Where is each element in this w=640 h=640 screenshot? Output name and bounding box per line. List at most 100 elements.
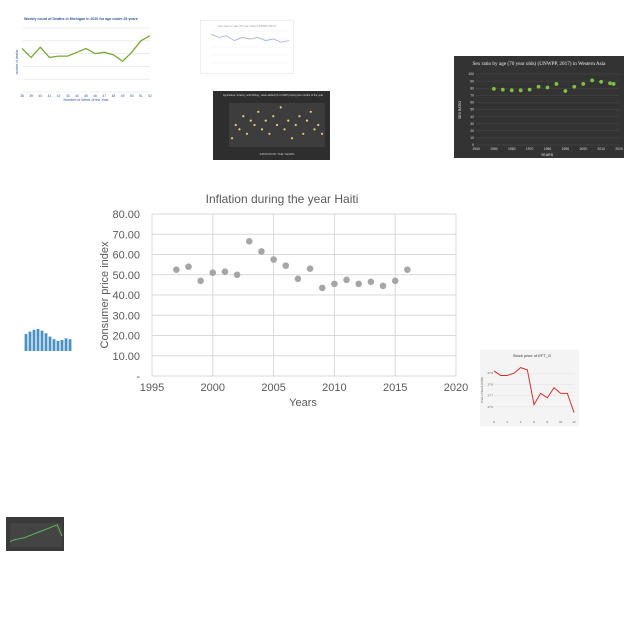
bar xyxy=(24,334,28,351)
y-tick-label: 30.00 xyxy=(112,310,140,322)
data-point xyxy=(581,82,586,86)
data-point xyxy=(298,115,301,118)
x-tick-label: 41 xyxy=(48,94,52,98)
thumb-stock-price-chart[interactable]: Stock price of EFT_G 27.6 27.7 27.8 27.9 0 2 4 6… xyxy=(480,350,579,426)
data-point xyxy=(320,132,324,135)
data-point xyxy=(527,87,532,92)
x-tick-label: 2 xyxy=(507,420,509,424)
thumb-title: Sex ratio by age (70 year olds) (UNWPP, … xyxy=(473,60,607,67)
data-point xyxy=(234,123,237,127)
x-tick-label: 42 xyxy=(57,94,61,98)
data-point xyxy=(221,268,229,276)
data-point xyxy=(367,278,375,286)
y-tick-label: 27.9 xyxy=(488,371,494,375)
data-point xyxy=(173,266,180,273)
x-tick-label: 1940 xyxy=(472,147,480,151)
y-tick-label: 70.00 xyxy=(112,229,140,241)
data-point xyxy=(257,110,260,113)
x-tick-label: 43 xyxy=(66,94,70,98)
y-tick-label: 10.00 xyxy=(112,351,140,363)
y-tick-label: 60.00 xyxy=(112,250,140,262)
y-tick-label: - xyxy=(136,371,140,383)
series-line xyxy=(9,524,63,542)
data-point xyxy=(391,277,399,285)
bar xyxy=(40,330,44,351)
x-axis-label: YEARS xyxy=(541,153,554,157)
y-tick-label: 80 xyxy=(470,86,474,90)
data-point xyxy=(536,84,541,89)
y-tick-label: 60 xyxy=(470,101,474,105)
data-point xyxy=(590,78,595,83)
thumb-title: Weekly count of Deaths in Michigan in 20… xyxy=(24,17,138,21)
data-point xyxy=(599,79,604,84)
data-point xyxy=(302,132,305,135)
y-tick-label: 20 xyxy=(470,129,474,133)
main-inflation-chart: Inflation during the year Haiti Consumer… xyxy=(96,186,468,410)
michigan-chart-svg: Weekly count of Deaths in Michigan in 20… xyxy=(15,17,152,102)
thumb-sex-ratio-75-chart[interactable]: Sex ratio by age (75 year olds) (UNWPP, … xyxy=(200,20,294,74)
data-point xyxy=(554,82,559,86)
x-tick-label: 6 xyxy=(533,420,535,424)
data-point xyxy=(343,276,350,284)
data-point xyxy=(309,110,312,113)
y-axis-label: Consumer price index xyxy=(99,241,111,348)
data-point xyxy=(233,271,241,279)
data-point xyxy=(545,85,550,90)
data-point xyxy=(509,88,514,93)
bar xyxy=(64,338,68,351)
data-point xyxy=(608,81,612,86)
data-point xyxy=(500,87,505,92)
data-point xyxy=(260,128,264,131)
data-point xyxy=(249,119,252,122)
y-axis-label: SEX RATIO xyxy=(458,101,462,119)
y-tick-label: 40 xyxy=(470,115,474,119)
bar xyxy=(28,331,32,351)
x-tick-label: 45 xyxy=(84,94,88,98)
sex-ratio-75-svg: Sex ratio by age (75 year olds) (UNWPP, … xyxy=(210,24,290,64)
y-tick-label: 20.00 xyxy=(112,331,140,343)
x-tick-label: 38 xyxy=(20,94,24,98)
x-tick-label: 2015 xyxy=(383,382,407,394)
thumb-bar-chart[interactable] xyxy=(20,323,74,353)
x-tick-label: 1995 xyxy=(140,382,164,394)
x-tick-label: 46 xyxy=(93,94,97,98)
data-point xyxy=(294,123,297,127)
bar xyxy=(68,339,72,351)
x-tick-label: 2000 xyxy=(579,147,587,151)
bar xyxy=(36,329,40,351)
data-point xyxy=(290,137,294,140)
data-point xyxy=(230,137,234,140)
thumb-green-line-chart[interactable] xyxy=(6,517,64,551)
y-tick-label: 40.00 xyxy=(112,290,140,302)
data-point xyxy=(287,119,290,122)
bar xyxy=(52,339,56,351)
x-tick-label: 44 xyxy=(75,94,79,98)
x-tick-label: 2020 xyxy=(615,147,623,151)
x-tick-label: 40 xyxy=(39,94,43,98)
thumb-title: Sex ratio by age (75 year olds) (UNWPP, … xyxy=(218,24,277,28)
x-tick-label: 39 xyxy=(29,94,33,98)
thumb-michigan-deaths-chart[interactable]: Weekly count of Deaths in Michigan in 20… xyxy=(14,12,154,104)
x-tick-label: 49 xyxy=(121,94,125,98)
x-tick-label: 1970 xyxy=(526,147,534,151)
x-tick-label: 52 xyxy=(148,94,152,98)
x-tick-label: 8 xyxy=(547,420,549,424)
y-tick-label: 27.6 xyxy=(488,405,494,409)
data-point xyxy=(491,87,496,91)
data-point xyxy=(317,123,320,127)
y-tick-label: 80.00 xyxy=(112,209,140,221)
thumb-agriculture-chart[interactable]: Agriculture, forestry, and fishing, valu… xyxy=(213,91,330,160)
thumb-western-asia-chart[interactable]: Sex ratio by age (70 year olds) (UNWPP, … xyxy=(454,56,624,158)
bar xyxy=(32,329,36,351)
x-tick-label: 10 xyxy=(559,420,563,424)
data-point xyxy=(270,256,277,263)
data-point xyxy=(313,128,316,131)
x-tick-label: 1990 xyxy=(562,147,570,151)
data-point xyxy=(518,88,523,93)
data-point xyxy=(238,128,241,131)
y-tick-label: 27.7 xyxy=(488,394,494,398)
bar xyxy=(56,340,60,351)
thumb-title: Stock price of EFT_G xyxy=(513,353,551,358)
x-axis-label: INDICATOR: THE YEARS xyxy=(260,152,295,156)
data-point xyxy=(245,132,249,135)
